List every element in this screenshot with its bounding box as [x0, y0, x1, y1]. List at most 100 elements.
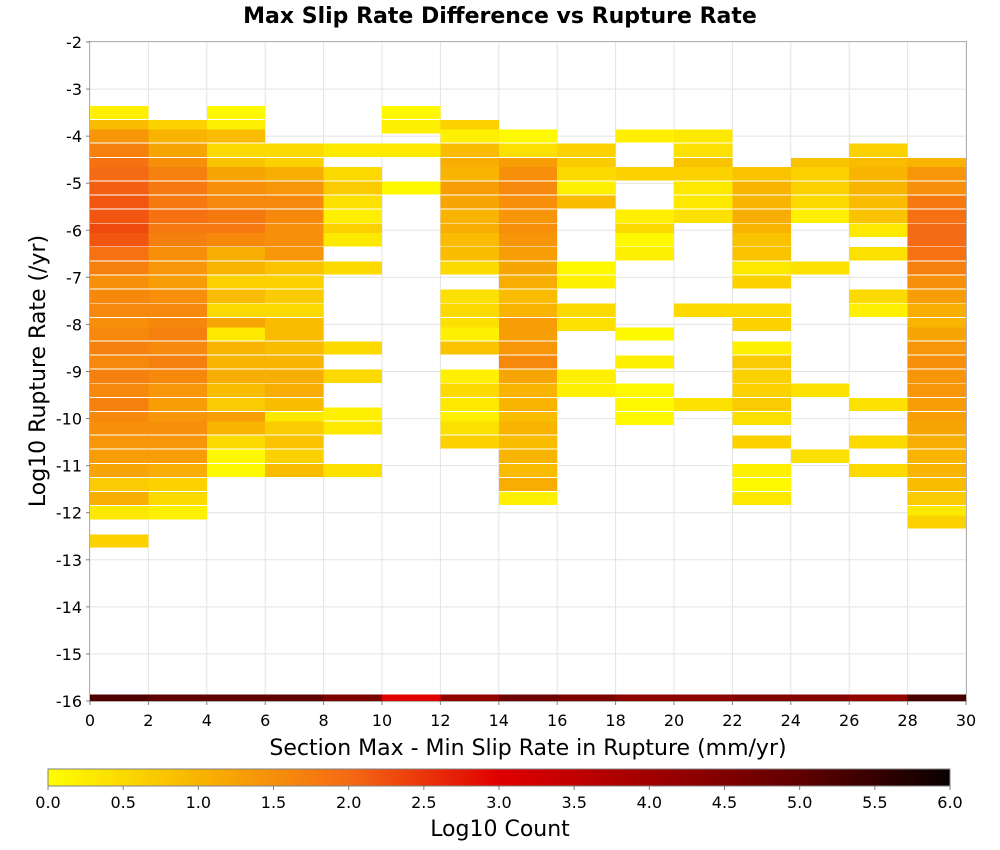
heatmap-cell — [498, 275, 558, 289]
heatmap-cell — [849, 397, 908, 412]
heatmap-cell — [907, 383, 966, 397]
heatmap-cell — [615, 397, 674, 412]
heatmap-cell — [907, 369, 966, 383]
heatmap-cell — [615, 411, 674, 426]
heatmap-cell — [90, 303, 149, 317]
x-tick-label: 18 — [605, 711, 625, 730]
heatmap-cell — [206, 327, 266, 341]
heatmap-cell — [90, 449, 149, 463]
heatmap-cell — [498, 327, 558, 341]
heatmap-cell — [90, 327, 149, 341]
heatmap-cell — [557, 383, 616, 397]
heatmap-cell — [148, 506, 207, 520]
heatmap-cell — [907, 463, 966, 477]
heatmap-cell — [148, 435, 207, 449]
heatmap-cell — [674, 195, 733, 209]
heatmap-cell — [732, 195, 791, 209]
heatmap-cells — [90, 106, 966, 701]
heatmap-cell — [323, 233, 382, 247]
y-tick-label: -2 — [66, 33, 82, 52]
heatmap-cell — [732, 341, 791, 355]
heatmap-cell — [206, 397, 266, 412]
heatmap-cell — [790, 261, 850, 275]
heatmap-cell — [148, 209, 207, 223]
heatmap-cell — [790, 449, 850, 463]
heatmap-cell — [440, 341, 499, 355]
heatmap-cell — [907, 341, 966, 355]
heatmap-cell — [557, 195, 616, 209]
heatmap-cell — [148, 289, 207, 303]
heatmap-cell — [498, 435, 558, 449]
heatmap-cell-bottom-row — [148, 694, 207, 701]
y-tick-label: -12 — [56, 504, 82, 523]
heatmap-cell — [148, 421, 207, 435]
heatmap-cell — [148, 341, 207, 355]
heatmap-cell — [732, 261, 791, 275]
heatmap-cell — [90, 106, 149, 120]
heatmap-cell — [498, 421, 558, 435]
x-tick-label: 26 — [839, 711, 859, 730]
heatmap-cell — [440, 129, 499, 143]
heatmap-cell — [907, 492, 966, 506]
y-axis-ticks: -2 -3 -4 -5 -6 -7 -8 -9 -10 -11 -12 -13 -14 -15 -16 — [56, 33, 90, 711]
heatmap-cell — [323, 195, 382, 209]
heatmap-cell — [323, 143, 382, 157]
colorbar-tick-label: 6.0 — [937, 793, 962, 812]
heatmap-cell — [907, 167, 966, 181]
heatmap-cell — [382, 143, 441, 157]
y-tick-label: -10 — [56, 410, 82, 429]
heatmap-cell — [148, 143, 207, 157]
heatmap-cell — [732, 463, 791, 477]
chart-title: Max Slip Rate Difference vs Rupture Rate — [243, 4, 757, 29]
heatmap-cell — [440, 369, 499, 383]
heatmap-cell — [674, 303, 733, 317]
heatmap-cell — [498, 167, 558, 181]
heatmap-cell — [732, 355, 791, 369]
heatmap-cell — [265, 143, 324, 157]
heatmap-cell — [907, 477, 966, 492]
colorbar-tick-label: 4.5 — [712, 793, 737, 812]
y-tick-label: -11 — [56, 457, 82, 476]
heatmap-cell — [849, 463, 908, 477]
heatmap-cell — [90, 143, 149, 157]
heatmap-cell — [148, 355, 207, 369]
heatmap-cell — [90, 383, 149, 397]
heatmap-cell — [557, 261, 616, 275]
heatmap-cell — [90, 341, 149, 355]
heatmap-cell — [498, 143, 558, 157]
heatmap-cell — [265, 369, 324, 383]
heatmap-cell — [265, 261, 324, 275]
y-tick-label: -3 — [66, 80, 82, 99]
heatmap-cell — [440, 195, 499, 209]
x-axis-ticks: 0 2 4 6 8 10 12 14 16 18 20 22 24 26 28 30 — [85, 701, 976, 730]
heatmap-cell-bottom-row — [382, 694, 441, 701]
heatmap-cell — [674, 397, 733, 412]
heatmap-cell — [148, 449, 207, 463]
heatmap-cell — [206, 383, 266, 397]
x-tick-label: 14 — [489, 711, 509, 730]
heatmap-cell — [382, 106, 441, 120]
x-tick-label: 8 — [319, 711, 329, 730]
heatmap-cell — [265, 303, 324, 317]
heatmap-cell — [440, 289, 499, 303]
heatmap-cell — [732, 397, 791, 412]
colorbar-tick-label: 0.5 — [110, 793, 135, 812]
heatmap-cell — [498, 355, 558, 369]
x-tick-label: 12 — [430, 711, 450, 730]
heatmap-cell — [206, 129, 266, 143]
heatmap-cell — [206, 209, 266, 223]
x-tick-label: 4 — [202, 711, 212, 730]
heatmap-cell — [206, 341, 266, 355]
heatmap-cell-bottom-row — [615, 694, 674, 701]
colorbar-ticks: 0.0 0.5 1.0 1.5 2.0 2.5 3.0 3.5 4.0 4.5 5.0 5.5 6.0 — [35, 786, 963, 812]
heatmap-cell — [557, 369, 616, 383]
heatmap-cell — [440, 303, 499, 317]
heatmap-cell — [148, 383, 207, 397]
heatmap-cell — [382, 120, 441, 134]
heatmap-cell — [498, 209, 558, 223]
heatmap-cell — [907, 233, 966, 247]
heatmap-cell — [265, 247, 324, 261]
x-tick-label: 0 — [85, 711, 95, 730]
heatmap-cell — [849, 247, 908, 261]
heatmap-cell — [206, 421, 266, 435]
